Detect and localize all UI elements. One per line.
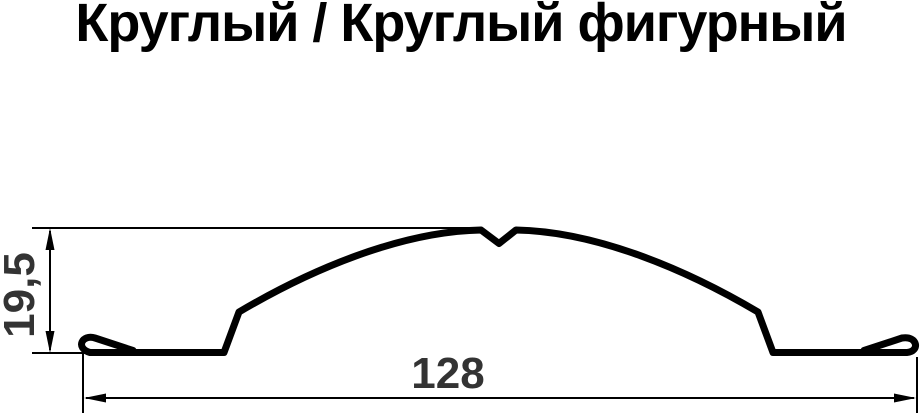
height-dim-arrow-up — [45, 228, 55, 250]
width-dim-arrow-left — [84, 393, 106, 403]
width-dim-arrow-right — [894, 393, 916, 403]
profile-outline — [78, 226, 919, 356]
page-title: Круглый / Круглый фигурный — [75, 0, 847, 53]
width-dimension-label: 128 — [411, 349, 485, 398]
height-dim-arrow-down — [45, 331, 55, 353]
height-dimension-label: 19,5 — [0, 252, 44, 338]
